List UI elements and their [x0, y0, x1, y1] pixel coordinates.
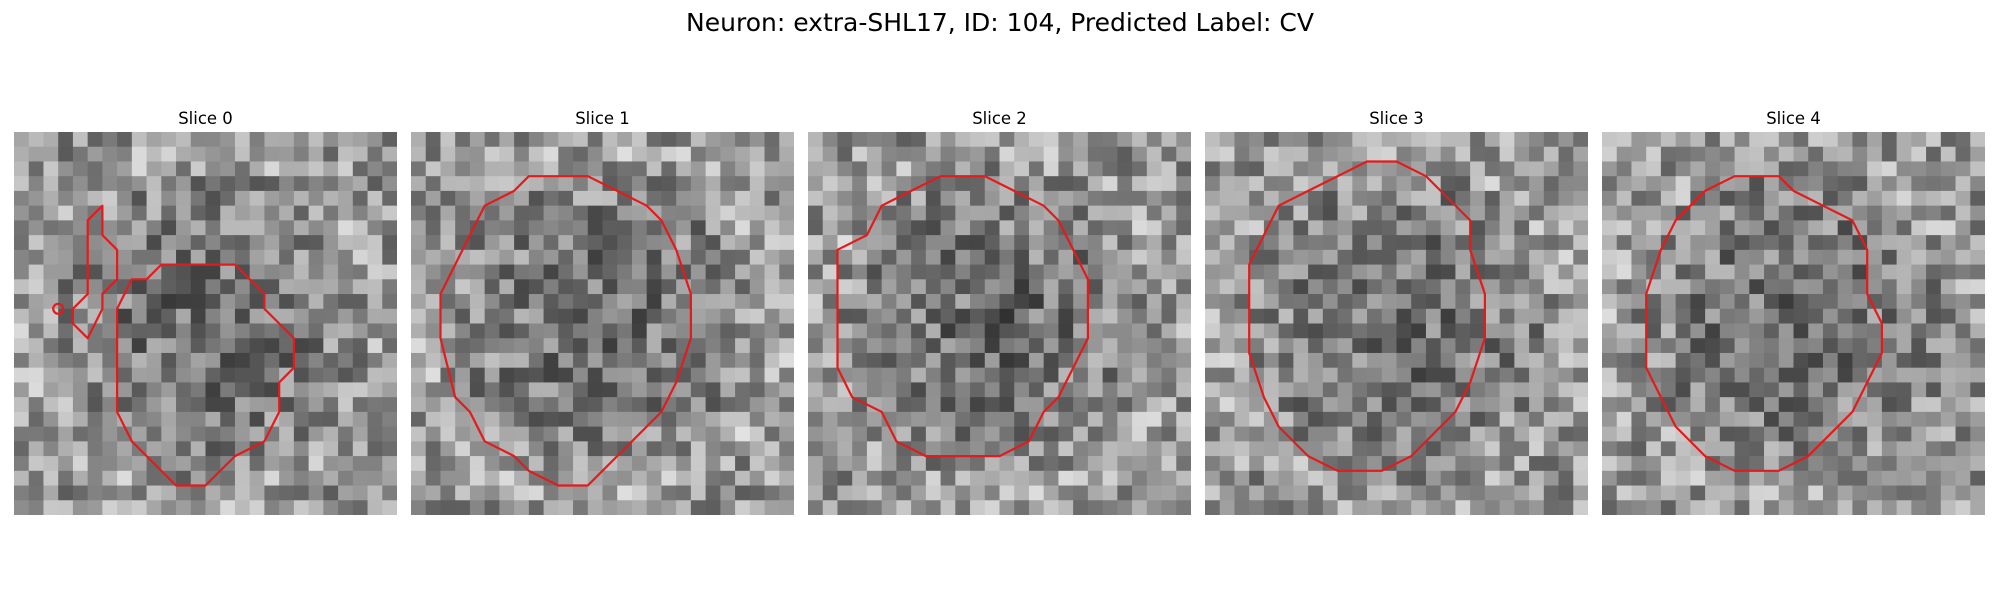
slice-title: Slice 2	[972, 109, 1027, 128]
slice-pixels	[411, 132, 794, 515]
slice-panel: Slice 0	[14, 108, 397, 515]
cell-contour	[115, 263, 295, 487]
cell-contour	[1248, 160, 1486, 472]
cell-contour-fragment	[71, 204, 119, 340]
slice-image	[411, 132, 794, 515]
cell-contour	[439, 175, 692, 487]
slice-panel: Slice 4	[1602, 108, 1985, 515]
slice-image	[808, 132, 1191, 515]
slice-panel: Slice 1	[411, 108, 794, 515]
slice-title: Slice 4	[1766, 109, 1821, 128]
cell-contour	[1645, 175, 1883, 472]
slice-panel: Slice 3	[1205, 108, 1588, 515]
figure-title: Neuron: extra-SHL17, ID: 104, Predicted …	[686, 8, 1314, 37]
slice-pixels	[808, 132, 1191, 515]
cell-contour	[836, 175, 1089, 458]
slice-image	[1602, 132, 1985, 515]
slice-panel: Slice 2	[808, 108, 1191, 515]
slice-pixels	[1205, 132, 1588, 515]
slice-title: Slice 3	[1369, 109, 1424, 128]
slice-title: Slice 1	[575, 109, 630, 128]
slice-image	[14, 132, 397, 515]
contour-marker	[52, 302, 65, 315]
slice-pixels	[14, 132, 397, 515]
slice-title: Slice 0	[178, 109, 233, 128]
slice-pixels	[1602, 132, 1985, 515]
slice-image	[1205, 132, 1588, 515]
